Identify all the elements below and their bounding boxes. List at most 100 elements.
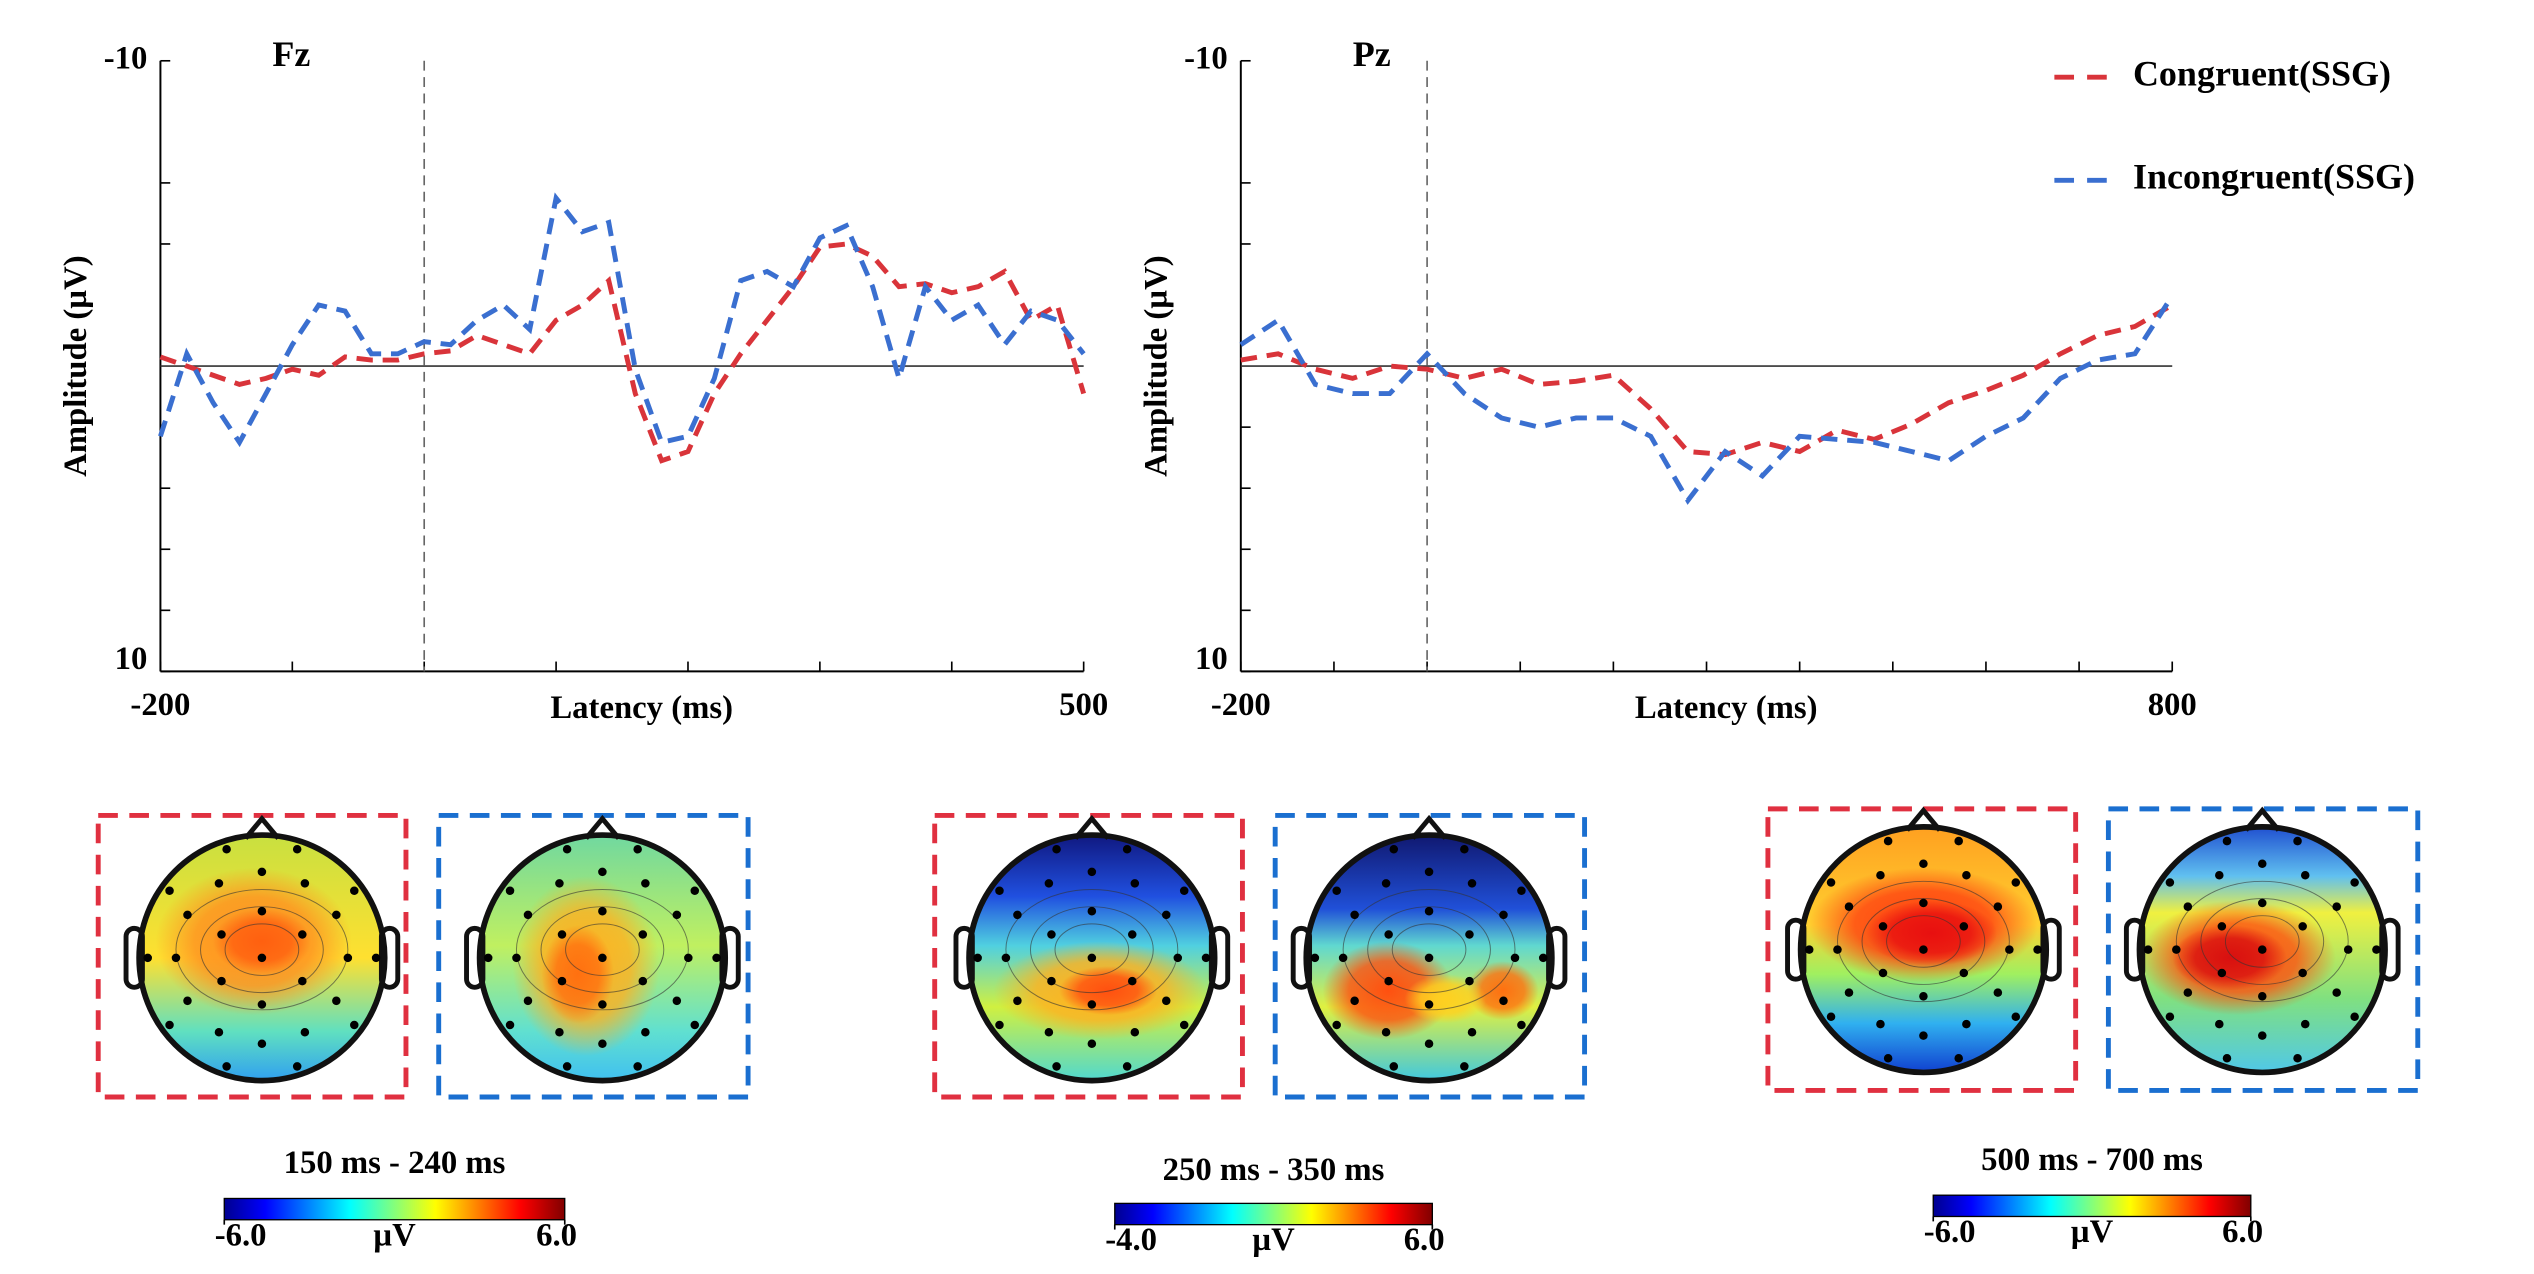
electrode (1087, 906, 1097, 916)
electrode (350, 1020, 359, 1030)
head-outline (1303, 832, 1555, 1084)
electrode (2258, 859, 2267, 868)
electrode (598, 953, 607, 963)
electrode (1962, 1019, 1971, 1029)
legend-label: Incongruent(SSG) (2133, 157, 2415, 197)
electrode (672, 910, 682, 920)
x-axis-label: Latency (ms) (550, 690, 733, 726)
colorbar-tick-label: 6.0 (536, 1217, 577, 1253)
contour (1054, 923, 1130, 976)
head-outline (136, 832, 388, 1084)
electrode (1962, 870, 1971, 880)
series-line (158, 192, 1086, 448)
electrode (1499, 996, 1508, 1006)
electrode (1173, 953, 1183, 963)
electrode (214, 1028, 224, 1037)
electrode (165, 1020, 174, 1030)
electrode (638, 930, 648, 939)
nose (243, 814, 281, 840)
electrode (1919, 992, 1928, 1001)
electrode (257, 1039, 267, 1049)
electrode (217, 976, 226, 986)
electrode (1047, 976, 1056, 986)
contour (1342, 889, 1516, 1011)
y-tick-label: -10 (104, 40, 148, 76)
electrode (1179, 886, 1189, 895)
electrode (257, 867, 267, 877)
electrode (1878, 968, 1888, 978)
ear (1290, 925, 1313, 990)
contour (515, 889, 689, 1011)
electrode (1130, 879, 1140, 888)
electrode (300, 1028, 310, 1037)
electrode (633, 1062, 642, 1071)
electrode (1424, 1000, 1434, 1009)
electrode (562, 1062, 572, 1071)
condition-box (932, 812, 1245, 1100)
electrode (633, 844, 642, 854)
contour (1836, 880, 2010, 1003)
series-line (1240, 302, 2174, 458)
electrode (214, 879, 224, 888)
contour (2175, 880, 2349, 1003)
electrode (712, 953, 721, 963)
electrode (300, 879, 310, 888)
electrode (332, 910, 341, 920)
electrode (641, 879, 650, 888)
electrode (2372, 945, 2381, 954)
topomap-blob (541, 925, 614, 1024)
electrode (292, 844, 302, 854)
electrode (555, 1028, 564, 1037)
electrode (1384, 976, 1393, 986)
electrode (2033, 945, 2042, 954)
electrode (298, 976, 307, 986)
electrode (1424, 1039, 1434, 1049)
electrode (1510, 953, 1520, 963)
electrode (1517, 1020, 1526, 1030)
y-axis-label: Amplitude (µV) (58, 255, 94, 477)
ear (2040, 917, 2062, 982)
electrode (1465, 976, 1474, 986)
electrode (1013, 910, 1022, 920)
chart-title: Pz (1353, 34, 1391, 74)
contour (1861, 898, 1986, 985)
legend-label: Congruent(SSG) (2133, 53, 2391, 93)
electrode (2293, 1053, 2302, 1063)
electrode (1332, 886, 1341, 895)
colorbar-unit: µV (1252, 1222, 1295, 1258)
contour (224, 923, 300, 976)
electrode (557, 976, 567, 986)
condition-box (436, 812, 751, 1100)
electrode (562, 844, 572, 854)
electrode (2258, 992, 2267, 1001)
electrode (483, 953, 493, 963)
electrode (1883, 1053, 1893, 1063)
electrode (1130, 1028, 1140, 1037)
series-line (159, 241, 1087, 464)
topomap-blob (212, 908, 312, 975)
electrode (2215, 1019, 2224, 1029)
time-window-label: 250 ms - 350 ms (1163, 1152, 1385, 1188)
ear (123, 925, 145, 990)
ear (2379, 917, 2401, 982)
contour (1005, 889, 1179, 1011)
electrode (2300, 1019, 2310, 1029)
electrode (1332, 1020, 1341, 1030)
electrode (171, 953, 181, 963)
electrode (1052, 844, 1061, 854)
condition-box (2105, 806, 2421, 1093)
electrode (2298, 922, 2307, 931)
colorbar (1114, 1202, 1433, 1226)
electrode (1044, 1028, 1054, 1037)
electrode (505, 886, 515, 895)
electrode (2011, 878, 2021, 887)
colorbar-tick-label: -6.0 (215, 1217, 267, 1253)
electrode (1844, 988, 1854, 997)
electrode (1122, 1062, 1132, 1071)
electrode (1959, 968, 1969, 978)
electrode (1087, 1039, 1097, 1049)
electrode (1201, 953, 1211, 963)
electrode (1959, 922, 1969, 931)
contour (2224, 915, 2300, 968)
